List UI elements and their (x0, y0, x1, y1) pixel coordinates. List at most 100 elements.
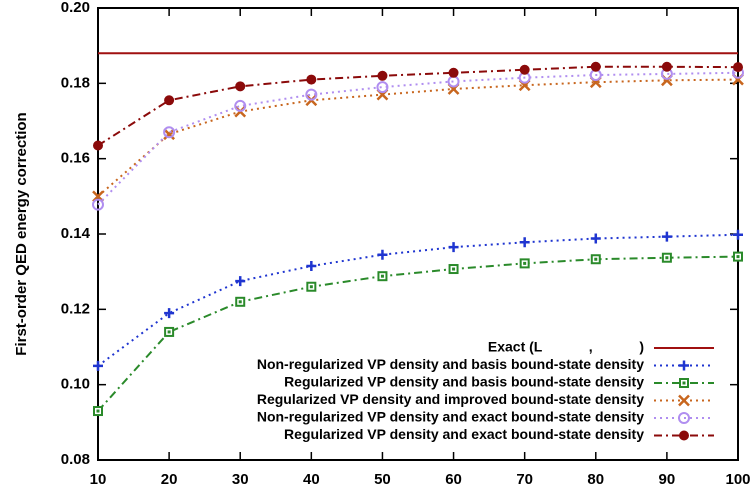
marker (235, 276, 246, 287)
marker-shape (736, 255, 740, 259)
legend-label: Regularized VP density and improved boun… (257, 391, 644, 407)
marker-shape (164, 308, 175, 319)
marker (377, 249, 388, 260)
marker-shape (305, 88, 318, 101)
marker-shape (679, 360, 689, 371)
marker (679, 430, 689, 441)
marker (92, 198, 104, 211)
marker-shape (306, 74, 317, 85)
marker-shape (519, 237, 530, 248)
x-tick-label: 60 (445, 471, 462, 488)
marker (679, 360, 689, 371)
marker (519, 64, 530, 75)
marker-shape (678, 394, 690, 407)
y-tick-label: 0.18 (61, 74, 90, 91)
series-line (97, 78, 739, 198)
marker-shape (377, 70, 388, 81)
legend-label: Exact (L , ) (488, 339, 644, 355)
marker-shape (661, 231, 672, 242)
marker (448, 67, 459, 78)
y-tick-label: 0.08 (61, 451, 90, 468)
marker (306, 74, 317, 85)
marker-shape (306, 261, 317, 272)
marker-shape (93, 360, 103, 371)
series-line (97, 233, 739, 367)
x-tick-label: 80 (587, 471, 604, 488)
marker (733, 62, 743, 73)
marker (163, 128, 175, 141)
marker (235, 81, 246, 92)
marker-shape (590, 233, 601, 244)
marker (661, 252, 672, 263)
x-tick-label: 90 (659, 471, 676, 488)
marker-shape (590, 61, 601, 72)
legend-label: Regularized VP density and exact bound-s… (284, 426, 644, 442)
legend-label: Regularized VP density and basis bound-s… (284, 374, 644, 390)
marker (164, 326, 175, 337)
marker-shape (682, 381, 686, 385)
y-tick-label: 0.16 (61, 150, 90, 167)
marker-shape (733, 229, 743, 240)
marker (448, 264, 459, 275)
marker-shape (679, 430, 689, 441)
marker (93, 360, 103, 371)
marker (519, 258, 530, 269)
marker-shape (163, 126, 176, 139)
marker-shape (164, 95, 175, 106)
marker-shape (523, 261, 527, 265)
legend: Exact (L , )Non-regularized VP density a… (257, 339, 714, 442)
x-tick-label: 30 (232, 471, 249, 488)
marker (590, 254, 601, 265)
marker (377, 70, 388, 81)
marker-shape (594, 257, 598, 261)
marker (306, 261, 317, 272)
marker (519, 237, 530, 248)
marker (679, 378, 689, 388)
marker-shape (519, 64, 530, 75)
marker (661, 61, 672, 72)
x-tick-label: 20 (161, 471, 178, 488)
marker (678, 394, 690, 407)
marker (448, 242, 459, 253)
marker-shape (163, 128, 175, 141)
y-tick-label: 0.20 (61, 0, 90, 16)
marker-shape (447, 75, 460, 88)
marker-shape (96, 409, 100, 413)
marker-shape (665, 256, 669, 260)
x-tick-label: 40 (303, 471, 320, 488)
marker-shape (376, 81, 389, 94)
marker (93, 406, 103, 417)
marker (305, 88, 318, 101)
marker (590, 233, 601, 244)
marker-shape (238, 300, 242, 304)
series-line (97, 65, 739, 147)
marker-shape (309, 285, 313, 289)
marker-shape (167, 330, 171, 334)
x-tick-label: 50 (374, 471, 391, 488)
series-line (97, 71, 739, 206)
x-tick-label: 10 (90, 471, 107, 488)
marker-shape (235, 276, 246, 287)
series-line (97, 255, 739, 412)
y-tick-label: 0.10 (61, 376, 90, 393)
legend-label: Non-regularized VP density and exact bou… (257, 409, 644, 425)
marker (234, 99, 247, 112)
marker (377, 271, 388, 282)
marker (164, 308, 175, 319)
marker (733, 251, 743, 262)
y-tick-label: 0.12 (61, 300, 90, 317)
marker-shape (93, 140, 103, 151)
marker (678, 412, 690, 424)
x-tick-label: 70 (516, 471, 533, 488)
legend-label: Non-regularized VP density and basis bou… (257, 356, 644, 372)
marker-shape (234, 99, 247, 112)
marker-shape (235, 81, 246, 92)
marker (164, 95, 175, 106)
marker (590, 61, 601, 72)
marker (661, 231, 672, 242)
marker-shape (448, 242, 459, 253)
marker-shape (678, 412, 690, 424)
marker (93, 140, 103, 151)
marker (447, 75, 460, 88)
